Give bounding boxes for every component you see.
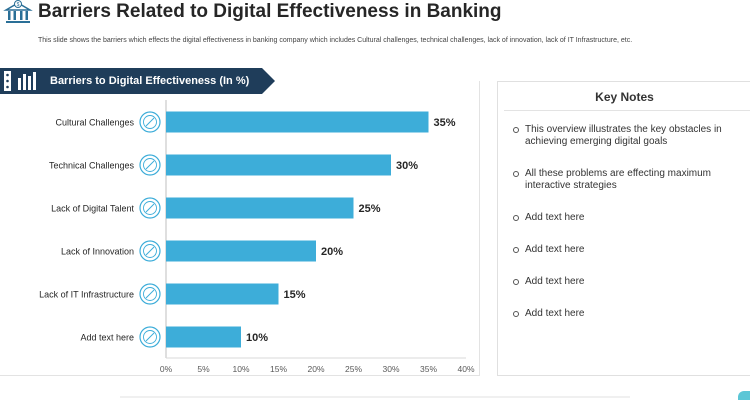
data-label: 15% <box>284 289 306 301</box>
category-label: Add text here <box>80 333 134 343</box>
page-subtitle: This slide shows the barriers which effe… <box>38 37 633 44</box>
key-note-text: Add text here <box>525 212 585 223</box>
bullet-icon <box>513 247 519 253</box>
bullet-icon <box>513 279 519 285</box>
key-note-item: Add text here <box>513 244 743 256</box>
x-tick-label: 30% <box>382 364 399 374</box>
category-label: Lack of IT Infrastructure <box>39 290 134 300</box>
bar-chart-icon <box>18 72 36 90</box>
key-note-item: Add text here <box>513 212 743 224</box>
x-tick-label: 35% <box>420 364 437 374</box>
key-note-item: This overview illustrates the key obstac… <box>513 124 743 148</box>
bullet-icon <box>513 311 519 317</box>
bar <box>166 283 279 305</box>
category-icon <box>139 240 161 262</box>
bullet-icon <box>513 127 519 133</box>
key-note-item: Add text here <box>513 276 743 288</box>
bar <box>166 240 316 262</box>
icon-inner <box>143 244 157 258</box>
bullet-icon <box>513 171 519 177</box>
category-label: Technical Challenges <box>49 161 135 171</box>
bar <box>166 326 241 348</box>
data-label: 25% <box>359 203 381 215</box>
key-notes-title: Key Notes <box>595 90 654 104</box>
bank-icon: $ <box>3 0 33 23</box>
key-note-text: Add text here <box>525 276 585 287</box>
chart-banner <box>0 68 275 94</box>
category-label: Lack of Digital Talent <box>51 204 134 214</box>
bar-chart: Cultural Challenges 35% Technical Challeng… <box>39 100 475 374</box>
x-tick-label: 0% <box>160 364 173 374</box>
key-note-text: Add text here <box>525 308 585 319</box>
key-note-text: Add text here <box>525 244 585 255</box>
category-icon <box>139 154 161 176</box>
icon-slash <box>145 289 155 299</box>
page-title: Barriers Related to Digital Effectivenes… <box>38 1 502 22</box>
corner-decoration <box>738 391 750 400</box>
bar <box>166 197 354 219</box>
notes-divider <box>504 110 750 111</box>
category-icon <box>139 326 161 348</box>
chart-title: Barriers to Digital Effectiveness (In %) <box>50 75 250 87</box>
bar <box>166 111 429 133</box>
category-icon <box>139 111 161 133</box>
icon-inner <box>143 330 157 344</box>
x-tick-label: 25% <box>345 364 362 374</box>
icon-slash <box>145 332 155 342</box>
key-note-text: This overview illustrates the key obstac… <box>525 124 722 147</box>
bullet-icon <box>513 215 519 221</box>
x-tick-label: 40% <box>457 364 474 374</box>
icon-slash <box>145 246 155 256</box>
chart-panel <box>0 81 480 376</box>
icon-inner <box>143 287 157 301</box>
key-note-item: All these problems are effecting maximum… <box>513 168 743 192</box>
key-note-text: All these problems are effecting maximum… <box>525 168 712 191</box>
category-label: Cultural Challenges <box>55 118 134 128</box>
data-label: 35% <box>434 117 456 129</box>
icon-slash <box>145 117 155 127</box>
footer-divider <box>120 396 630 398</box>
category-icon <box>139 197 161 219</box>
icon-inner <box>143 115 157 129</box>
category-icon <box>139 283 161 305</box>
bar <box>166 154 391 176</box>
x-tick-label: 10% <box>232 364 249 374</box>
icon-inner <box>143 158 157 172</box>
data-label: 10% <box>246 332 268 344</box>
icon-slash <box>145 160 155 170</box>
key-notes-panel: Key Notes This overview illustrates the … <box>497 81 750 376</box>
data-label: 20% <box>321 246 343 258</box>
x-tick-label: 15% <box>270 364 287 374</box>
x-tick-label: 5% <box>197 364 210 374</box>
key-note-item: Add text here <box>513 308 743 320</box>
svg-text:$: $ <box>17 2 20 8</box>
icon-inner <box>143 201 157 215</box>
x-tick-label: 20% <box>307 364 324 374</box>
data-label: 30% <box>396 160 418 172</box>
category-label: Lack of Innovation <box>61 247 134 257</box>
icon-slash <box>145 203 155 213</box>
